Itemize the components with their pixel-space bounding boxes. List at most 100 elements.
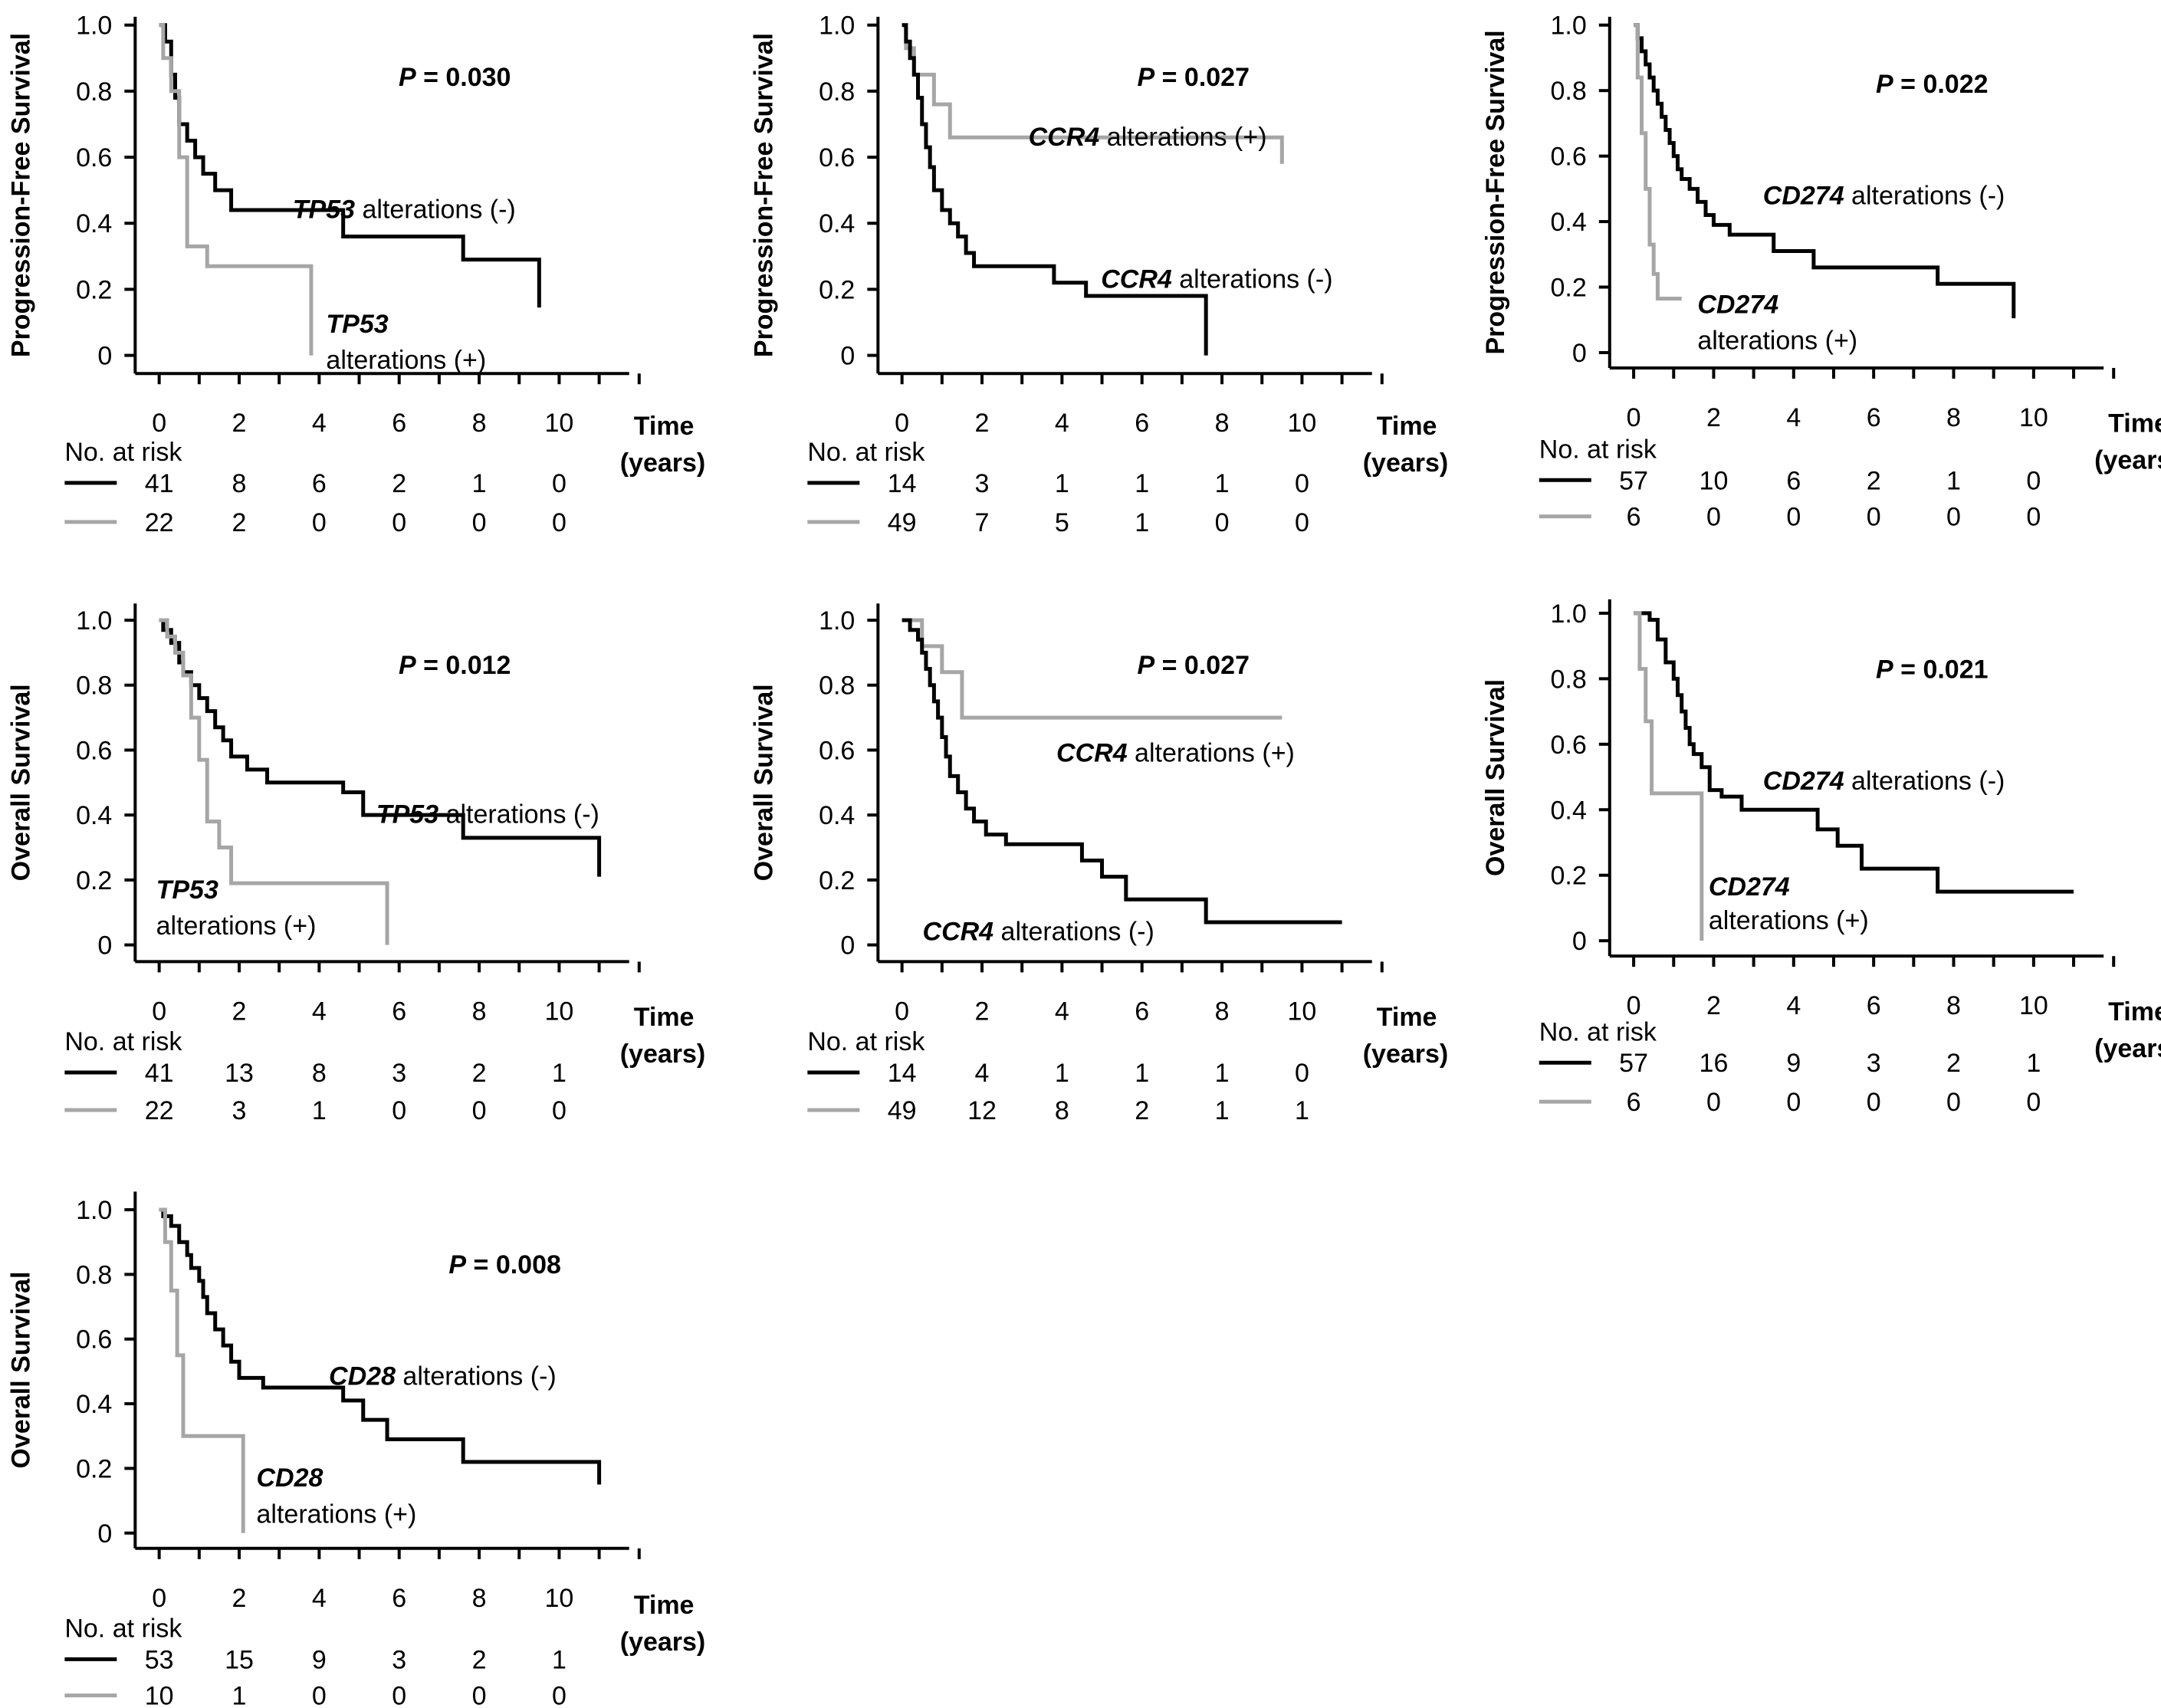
- risk-header: No. at risk: [807, 438, 925, 467]
- x-tick-label: 10: [545, 409, 574, 438]
- y-tick-label: 0.2: [819, 866, 855, 895]
- risk-count: 2: [392, 469, 406, 498]
- x-tick-label: 6: [392, 409, 406, 438]
- x-axis-unit: (years): [620, 448, 706, 478]
- x-axis-unit: (years): [1363, 448, 1449, 478]
- risk-count: 0: [552, 1682, 567, 1708]
- risk-count: 0: [2026, 466, 2041, 495]
- x-tick-label: 8: [472, 1584, 487, 1613]
- km-curve-neg: [1634, 23, 2016, 319]
- risk-count: 41: [145, 1059, 174, 1088]
- y-axis-label: Overall Survival: [6, 684, 35, 881]
- p-value: P = 0.012: [399, 651, 511, 680]
- risk-count: 0: [1786, 503, 1801, 532]
- risk-count: 8: [232, 469, 247, 498]
- risk-count: 2: [232, 508, 247, 537]
- y-tick-label: 1.0: [819, 606, 855, 636]
- x-tick-label: 4: [312, 1584, 327, 1613]
- x-tick-label: 10: [2019, 991, 2048, 1020]
- y-tick-label: 0.6: [819, 736, 855, 765]
- risk-count: 22: [145, 508, 174, 537]
- y-tick-label: 0.6: [76, 143, 112, 172]
- km-curve-pos: [902, 618, 1282, 720]
- p-value: P = 0.030: [399, 63, 511, 92]
- y-tick-label: 0.2: [76, 1454, 112, 1483]
- risk-count: 1: [2026, 1049, 2041, 1078]
- risk-count: 6: [1627, 503, 1641, 532]
- risk-count: 9: [1786, 1049, 1801, 1078]
- x-tick-label: 8: [472, 409, 487, 438]
- km-curve-pos: [1634, 611, 1704, 941]
- risk-count: 0: [472, 1096, 487, 1125]
- x-axis-label: Time: [634, 412, 695, 441]
- x-tick-label: 8: [1946, 403, 1961, 432]
- y-tick-label: 1.0: [76, 606, 112, 636]
- risk-count: 1: [232, 1682, 247, 1708]
- risk-count: 3: [975, 469, 990, 498]
- x-tick-label: 4: [1055, 409, 1069, 438]
- y-tick-label: 0: [840, 342, 855, 371]
- y-axis-label: Overall Survival: [6, 1272, 35, 1469]
- x-tick-label: 2: [1706, 403, 1721, 432]
- x-tick-label: 2: [232, 997, 247, 1026]
- y-tick-label: 0.8: [819, 77, 855, 107]
- curve-label-pos: alterations (+): [1697, 327, 1857, 356]
- risk-count: 7: [975, 508, 990, 537]
- y-tick-label: 0.2: [76, 866, 112, 895]
- y-tick-label: 0.4: [76, 1390, 112, 1419]
- x-tick-label: 4: [1786, 403, 1801, 432]
- y-tick-label: 0: [97, 1519, 112, 1549]
- y-tick-label: 0.8: [76, 672, 112, 701]
- p-value: P = 0.027: [1137, 63, 1250, 92]
- risk-header: No. at risk: [64, 438, 182, 467]
- y-tick-label: 0.6: [1551, 731, 1587, 760]
- risk-count: 0: [1867, 503, 1881, 532]
- risk-count: 3: [392, 1645, 406, 1674]
- risk-count: 8: [1055, 1096, 1069, 1125]
- x-tick-label: 0: [895, 409, 909, 438]
- risk-count: 12: [967, 1096, 997, 1125]
- risk-count: 0: [392, 508, 406, 537]
- x-tick-label: 0: [152, 997, 166, 1026]
- curve-label-gene: CD274: [1697, 290, 1778, 319]
- curve-label-neg: CCR4 alterations (-): [1101, 265, 1332, 294]
- risk-count: 41: [145, 469, 174, 498]
- x-tick-label: 10: [2019, 403, 2048, 432]
- x-axis-label: Time: [634, 1003, 695, 1032]
- risk-count: 14: [888, 469, 917, 498]
- y-tick-label: 0.2: [819, 275, 855, 304]
- km-panel-4: 00.20.40.60.81.00 2 4 6 8 10 Time(years)Overal…: [6, 603, 705, 1125]
- x-tick-label: 2: [232, 409, 247, 438]
- curve-label-neg: CD28 alterations (-): [329, 1361, 557, 1391]
- km-curve-pos: [159, 618, 389, 945]
- y-tick-label: 0.8: [1551, 665, 1587, 694]
- risk-count: 10: [145, 1682, 174, 1708]
- risk-count: 0: [1295, 508, 1309, 537]
- y-tick-label: 1.0: [76, 1196, 112, 1225]
- x-axis-unit: (years): [620, 1040, 706, 1069]
- risk-count: 22: [145, 1096, 174, 1125]
- x-axis-label: Time: [1377, 1003, 1437, 1032]
- x-tick-label: 0: [1627, 403, 1641, 432]
- x-axis-unit: (years): [2094, 1034, 2161, 1063]
- risk-count: 2: [472, 1645, 487, 1674]
- risk-count: 5: [1055, 508, 1069, 537]
- risk-count: 1: [1055, 469, 1069, 498]
- risk-count: 2: [1867, 466, 1881, 495]
- risk-count: 0: [1706, 503, 1721, 532]
- risk-count: 1: [1055, 1059, 1069, 1088]
- y-tick-label: 0.4: [1551, 796, 1587, 825]
- risk-count: 10: [1700, 466, 1729, 495]
- y-tick-label: 0: [1572, 339, 1587, 368]
- p-value: P = 0.021: [1876, 655, 1989, 685]
- risk-count: 57: [1619, 466, 1648, 495]
- x-tick-label: 8: [472, 997, 487, 1026]
- risk-count: 53: [145, 1645, 174, 1674]
- risk-count: 0: [1946, 1088, 1961, 1117]
- curve-label-neg: TP53 alterations (-): [376, 800, 599, 829]
- curve-label-pos: CCR4 alterations (+): [1056, 739, 1295, 768]
- risk-count: 3: [392, 1059, 406, 1088]
- x-tick-label: 2: [1706, 991, 1721, 1020]
- y-tick-label: 0: [1572, 927, 1587, 956]
